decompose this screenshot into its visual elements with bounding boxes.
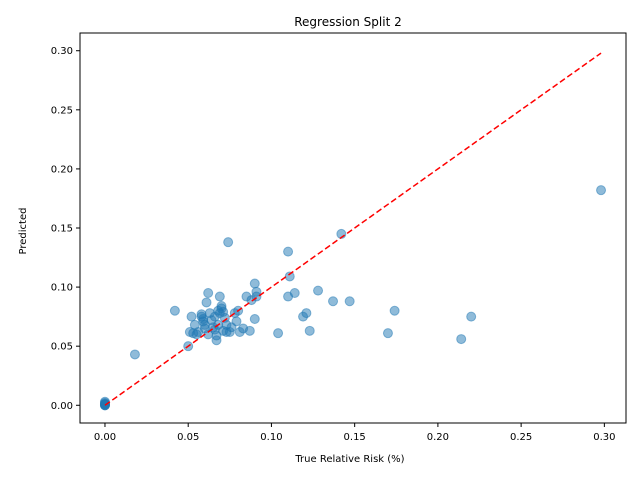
data-point (382, 328, 393, 339)
y-tick-label: 0.20 (51, 164, 73, 175)
y-tick-label: 0.15 (51, 224, 73, 235)
data-point (596, 185, 607, 196)
x-tick-label: 0.10 (260, 432, 282, 443)
y-axis-label: Predicted (18, 208, 29, 255)
data-point (231, 316, 242, 327)
data-point (201, 297, 212, 308)
data-point (389, 305, 400, 316)
data-point (249, 278, 260, 289)
data-point (249, 314, 260, 324)
data-point (344, 296, 355, 307)
data-point (169, 305, 180, 316)
data-point (214, 291, 225, 302)
points-layer (99, 185, 607, 411)
data-point (456, 334, 467, 345)
x-tick-label: 0.30 (593, 432, 615, 443)
data-point (244, 325, 255, 336)
data-point (289, 288, 300, 298)
data-point (223, 237, 234, 248)
y-tick-label: 0.00 (51, 401, 73, 412)
data-point (186, 311, 197, 322)
data-point (211, 330, 222, 341)
data-point (328, 296, 339, 307)
y-axis-ticks: 0.00 0.05 0.10 0.15 0.20 0.25 0.30 (51, 46, 80, 412)
data-point (273, 328, 284, 339)
y-tick-label: 0.10 (51, 283, 73, 294)
data-point (99, 399, 110, 410)
data-point (304, 325, 315, 336)
x-tick-label: 0.15 (344, 432, 366, 443)
chart-title: Regression Split 2 (294, 15, 402, 29)
y-tick-label: 0.30 (51, 46, 73, 57)
y-tick-label: 0.25 (51, 105, 73, 116)
data-point (283, 246, 294, 257)
data-point (466, 311, 477, 322)
x-tick-label: 0.20 (427, 432, 449, 443)
reference-line (104, 52, 602, 406)
data-point (203, 288, 214, 298)
x-tick-label: 0.05 (177, 432, 199, 443)
data-point (301, 308, 312, 319)
data-point (129, 349, 140, 360)
x-tick-label: 0.00 (94, 432, 116, 443)
data-point (313, 285, 324, 296)
x-axis-label: True Relative Risk (%) (294, 454, 404, 465)
x-axis-ticks: 0.00 0.05 0.10 0.15 0.20 0.25 0.30 (94, 423, 615, 443)
y-tick-label: 0.05 (51, 342, 73, 353)
data-point (251, 286, 262, 297)
x-tick-label: 0.25 (510, 432, 532, 443)
